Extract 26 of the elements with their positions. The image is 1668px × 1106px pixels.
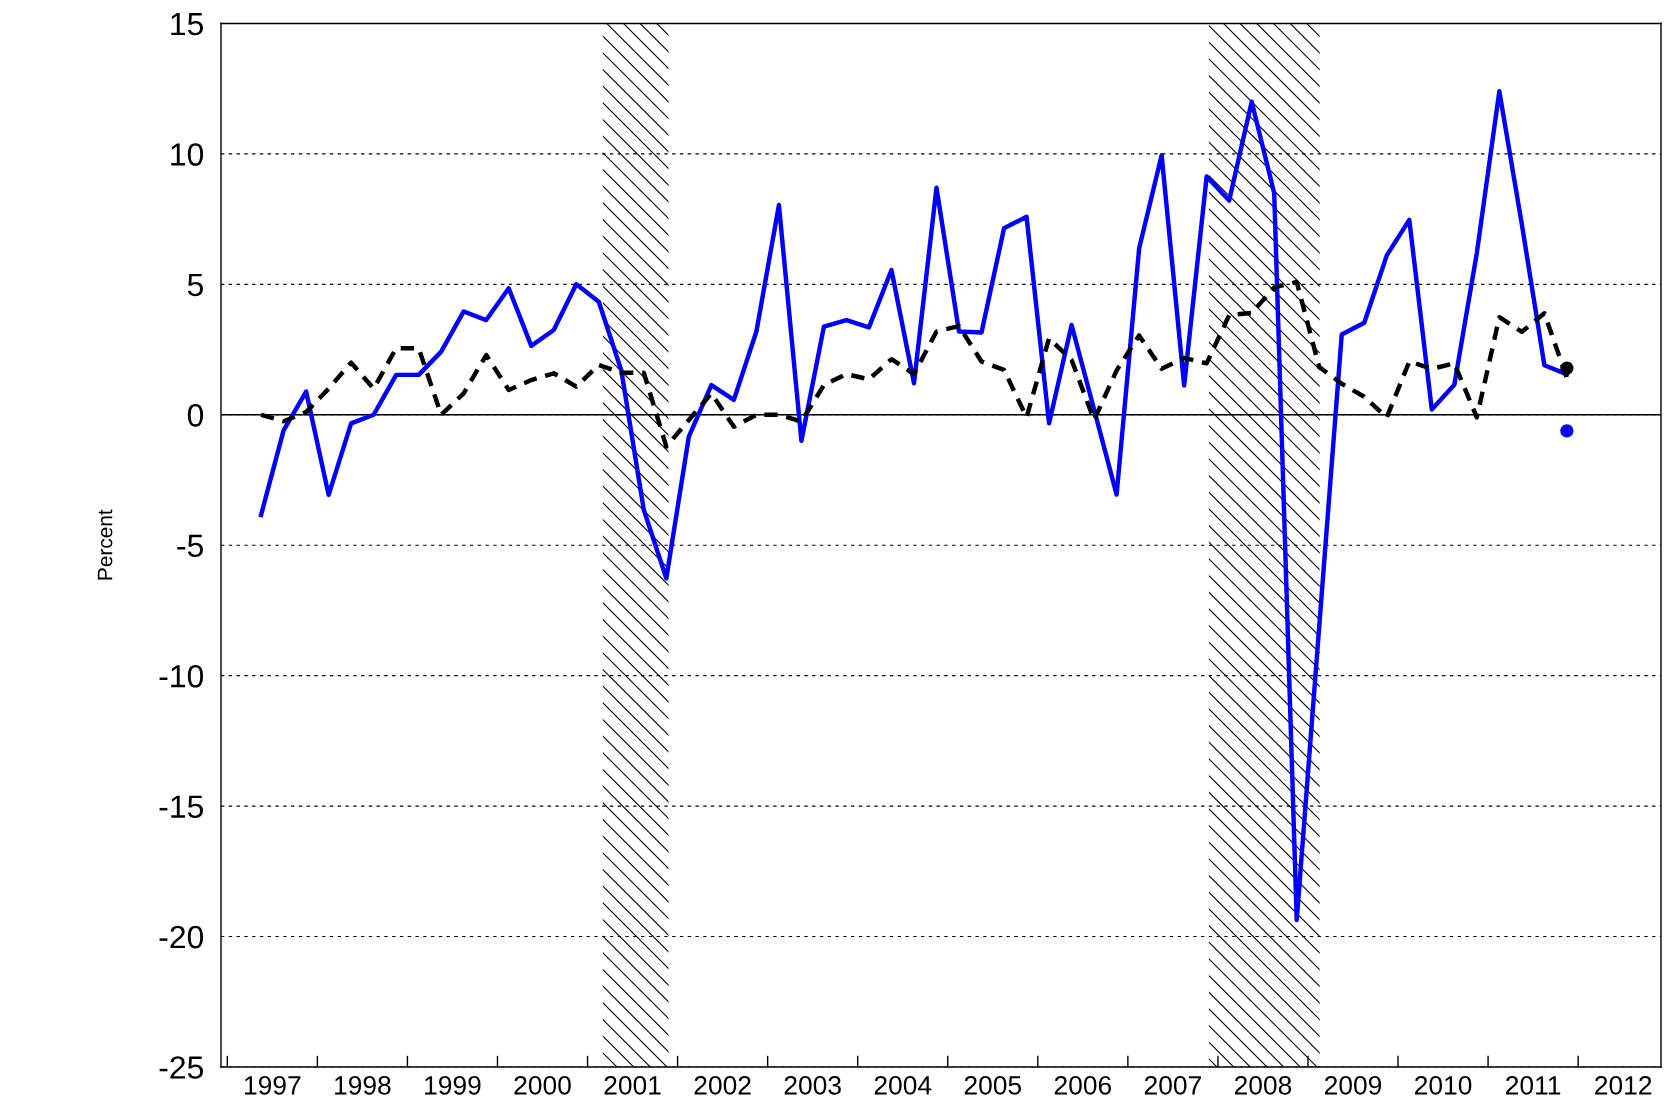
- x-tick-label: 1998: [335, 1075, 391, 1095]
- x-tick-label: 2004: [874, 1075, 932, 1095]
- y-tick-label: 10: [171, 143, 204, 166]
- x-tick-label: 2011: [1506, 1075, 1561, 1095]
- y-tick-label: -15: [159, 795, 204, 818]
- x-tick-label: 2007: [1144, 1075, 1201, 1095]
- x-tick-label: 2005: [964, 1075, 1022, 1095]
- y-tick-label: -20: [159, 925, 204, 949]
- x-tick-label: 2000: [514, 1075, 571, 1095]
- y-tick-label: -5: [177, 534, 204, 558]
- x-tick-label: 2006: [1054, 1075, 1112, 1095]
- x-tick-label: 2012: [1595, 1075, 1652, 1095]
- x-tick-label: 1997: [245, 1075, 301, 1095]
- y-tick-label: 5: [187, 273, 204, 297]
- y-tick-label: -10: [159, 664, 204, 688]
- x-tick-label: 2008: [1234, 1075, 1292, 1095]
- x-tick-label: 1999: [425, 1075, 481, 1095]
- y-tick-label: 0: [187, 404, 204, 427]
- x-tick-label: 2001: [604, 1075, 661, 1095]
- y-tick-label: 15: [171, 13, 204, 36]
- x-tick-label: 2003: [784, 1075, 841, 1095]
- y-tick-label: -25: [159, 1056, 204, 1079]
- x-tick-label: 2002: [694, 1075, 751, 1095]
- x-tick-label: 2010: [1415, 1075, 1472, 1095]
- x-tick-label: 2009: [1324, 1075, 1382, 1095]
- y-axis-title: Percent: [97, 509, 113, 580]
